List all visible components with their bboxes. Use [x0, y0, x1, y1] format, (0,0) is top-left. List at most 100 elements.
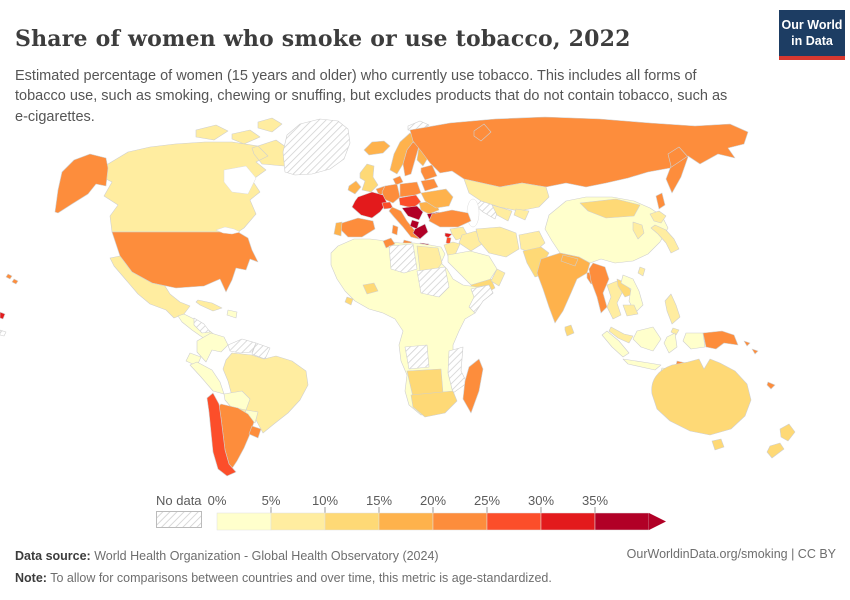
region-serbia-balkans[interactable] [401, 205, 424, 221]
country-mongolia[interactable] [579, 198, 641, 219]
legend-bin-6[interactable] [540, 512, 596, 531]
country-canada[interactable] [99, 117, 291, 233]
country-uruguay[interactable] [248, 425, 262, 439]
legend-arrow[interactable] [649, 513, 666, 530]
choropleth-svg [0, 116, 796, 477]
footer-note-text: To allow for comparisons between countri… [46, 570, 552, 585]
country-sri-lanka[interactable] [564, 324, 575, 337]
country-alaska[interactable] [54, 153, 109, 214]
island-fiji-wrap[interactable] [0, 311, 6, 320]
footer-license-link[interactable]: OurWorldinData.org/smoking | CC BY [626, 547, 836, 561]
country-russia[interactable] [409, 116, 749, 210]
country-libya[interactable] [388, 243, 418, 274]
country-sweden[interactable] [402, 141, 420, 177]
region-austria-czechia-hungary[interactable] [398, 194, 422, 209]
region-baltics[interactable] [420, 164, 438, 181]
country-chile[interactable] [206, 392, 237, 477]
country-peru[interactable] [189, 361, 225, 395]
footer-source-label: Data source: [15, 549, 91, 563]
legend-bin-7[interactable] [594, 512, 650, 531]
legend-bin-3[interactable] [378, 512, 434, 531]
country-colombia[interactable] [196, 332, 229, 363]
islands-solomon[interactable] [743, 340, 759, 355]
island-hispaniola[interactable] [226, 309, 238, 319]
region-kyrgyzstan-tajikistan[interactable] [513, 208, 530, 221]
region-honduras-nicaragua[interactable] [193, 317, 211, 334]
legend-bin-4[interactable] [432, 512, 488, 531]
country-turkey[interactable] [428, 209, 472, 228]
country-south-africa[interactable] [410, 390, 458, 418]
country-ireland[interactable] [347, 180, 362, 195]
owid-logo[interactable]: Our World in Data [779, 10, 845, 60]
country-tunisia[interactable] [382, 237, 396, 249]
legend-no-data-label: No data [156, 493, 202, 508]
country-venezuela[interactable] [227, 338, 257, 354]
country-belarus[interactable] [420, 178, 439, 192]
caspian-sea [466, 198, 480, 228]
country-kazakhstan[interactable] [463, 178, 550, 212]
islands-hawaii[interactable] [5, 273, 19, 285]
country-taiwan[interactable] [637, 266, 646, 277]
footer-source-line: Data source: World Health Organization -… [15, 546, 615, 568]
country-uk[interactable] [359, 163, 379, 193]
country-korea[interactable] [632, 221, 645, 240]
country-japan[interactable] [649, 210, 680, 254]
legend-tick-5: 25% [474, 493, 500, 508]
country-burkina-faso[interactable] [362, 282, 379, 295]
legend-bin-5[interactable] [486, 512, 542, 531]
country-australia[interactable] [651, 358, 752, 451]
country-myanmar[interactable] [588, 262, 610, 314]
legend-color-scale: 0% 5% 10% 15% 20% 25% 30% 35% [208, 493, 666, 531]
country-sierra-leone[interactable] [344, 296, 354, 306]
country-somalia[interactable] [468, 284, 494, 314]
legend-tick-4: 20% [420, 493, 446, 508]
country-malaysia[interactable] [608, 326, 634, 344]
country-philippines[interactable] [664, 293, 681, 336]
legend-tick-2: 10% [312, 493, 338, 508]
country-germany[interactable] [381, 183, 401, 204]
legend-bin-2[interactable] [324, 512, 380, 531]
hudson-bay [223, 165, 257, 195]
country-cambodia[interactable] [622, 304, 639, 317]
world-map [0, 112, 850, 490]
footer-note-line: Note: To allow for comparisons between c… [15, 568, 615, 590]
country-iran[interactable] [475, 226, 520, 258]
owid-logo-line1: Our World [781, 18, 843, 32]
country-poland[interactable] [399, 181, 422, 198]
country-angola[interactable] [404, 344, 430, 370]
country-india[interactable] [536, 252, 591, 324]
country-new-zealand[interactable] [766, 423, 796, 459]
country-ukraine[interactable] [420, 188, 454, 209]
legend-tick-6: 30% [528, 493, 554, 508]
footer: Data source: World Health Organization -… [15, 546, 615, 590]
legend-tick-3: 15% [366, 493, 392, 508]
country-sudan[interactable] [416, 266, 450, 298]
country-france[interactable] [351, 191, 388, 219]
islands-french-polynesia[interactable] [0, 329, 7, 337]
footer-note-label: Note: [15, 570, 47, 585]
country-nepal[interactable] [560, 254, 579, 267]
country-iraq[interactable] [458, 230, 483, 252]
country-portugal[interactable] [333, 221, 343, 237]
country-uzbekistan[interactable] [491, 204, 513, 222]
country-madagascar[interactable] [462, 358, 484, 414]
country-iceland[interactable] [363, 140, 391, 156]
country-spain[interactable] [339, 217, 376, 238]
country-denmark[interactable] [392, 175, 404, 186]
country-cuba[interactable] [195, 299, 223, 312]
legend-tick-0: 0% [208, 493, 227, 508]
country-indonesia[interactable] [601, 326, 706, 374]
legend-bin-1[interactable] [270, 512, 326, 531]
country-png[interactable] [702, 330, 739, 350]
legend-no-data-swatch[interactable] [156, 511, 202, 528]
region-israel-jordan[interactable] [443, 241, 461, 257]
country-greenland[interactable] [282, 118, 351, 176]
country-egypt[interactable] [416, 245, 443, 272]
chart-subtitle: Estimated percentage of women (15 years … [15, 67, 728, 125]
legend-bin-0[interactable] [216, 512, 272, 531]
page-title: Share of women who smoke or use tobacco,… [15, 25, 631, 52]
owid-logo-line2: in Data [791, 34, 833, 49]
country-oman[interactable] [490, 268, 506, 287]
islands-vanuatu[interactable] [766, 381, 776, 390]
